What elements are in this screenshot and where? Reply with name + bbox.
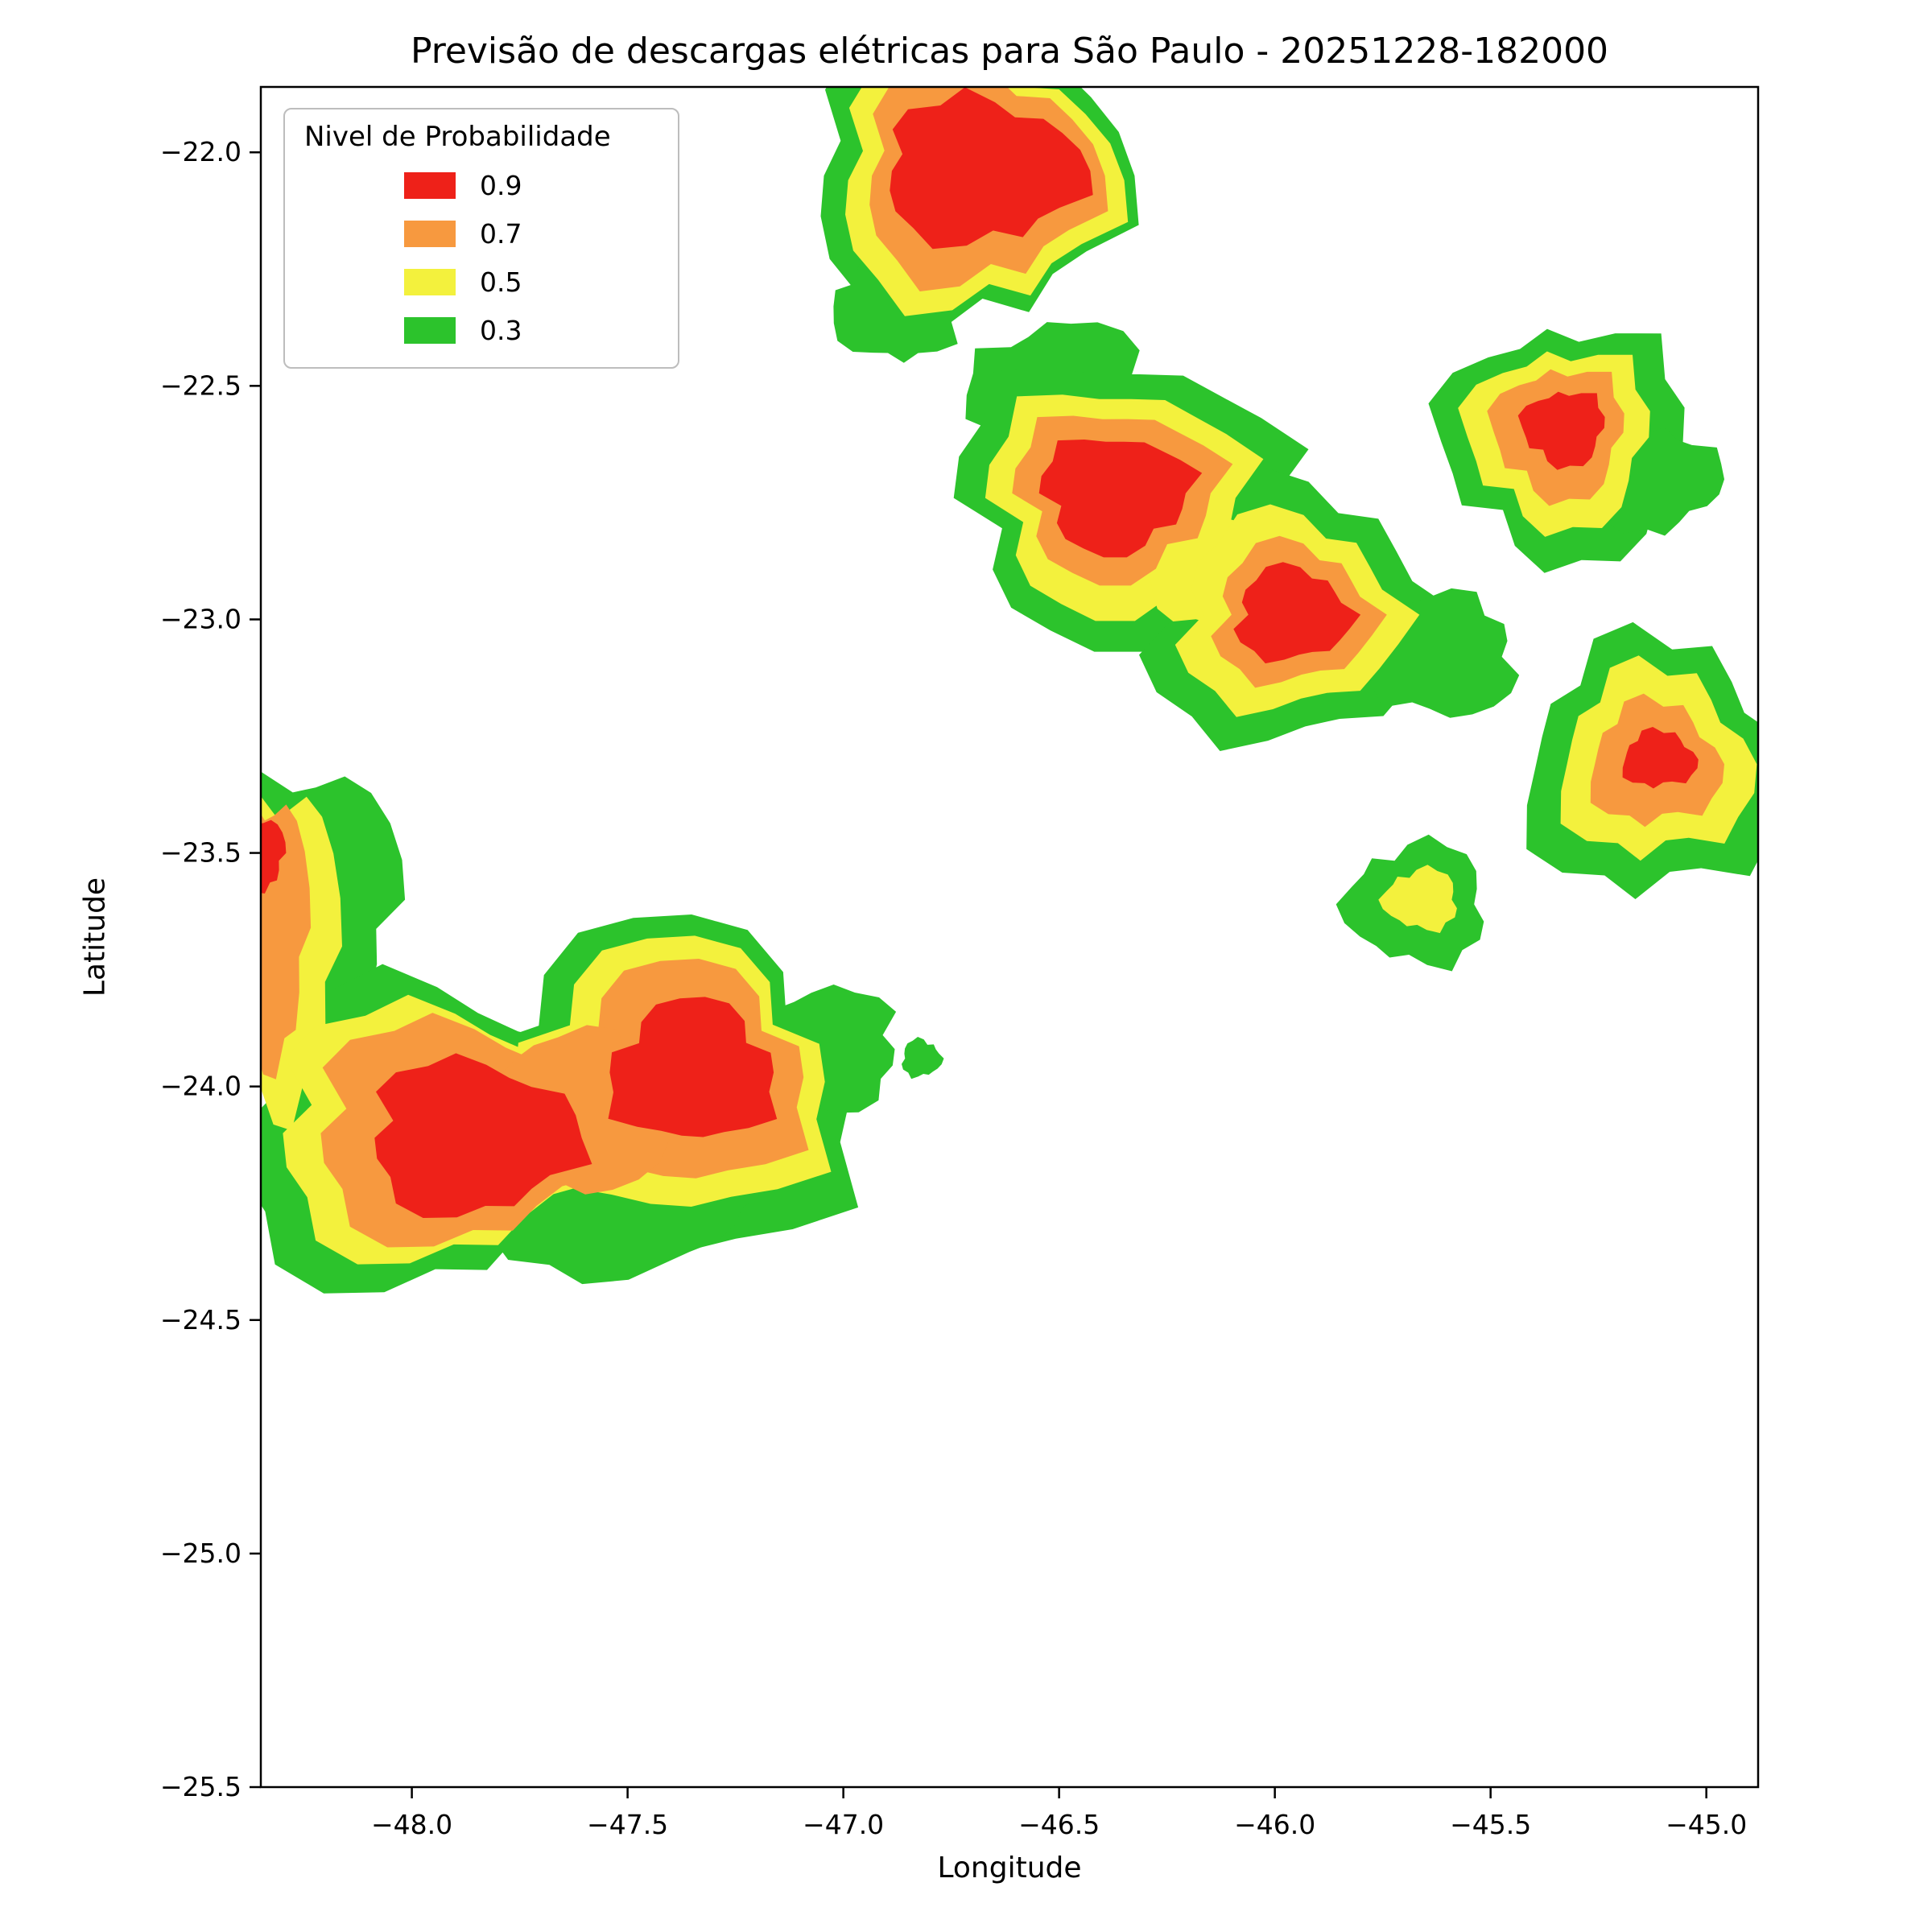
legend-swatch-0.5 (404, 268, 456, 295)
axes-border (259, 85, 1760, 1789)
contour-region-0.9 (890, 87, 1093, 250)
y-tick-label: −23.0 (160, 603, 242, 634)
legend-entry-label: 0.5 (480, 266, 522, 298)
contour-region-0.9 (374, 1053, 592, 1218)
legend-swatch-0.7 (404, 220, 456, 247)
y-tick-label: −22.5 (160, 369, 242, 401)
contour-region-0.3 (902, 1037, 944, 1080)
x-tick-label: −48.0 (371, 1809, 452, 1840)
x-tick-label: −47.0 (803, 1809, 884, 1840)
contour-layers (261, 87, 1758, 1294)
legend-entry: 0.7 (285, 209, 678, 258)
contour-region-0.9 (608, 997, 778, 1137)
x-axis-label: Longitude (937, 1852, 1082, 1885)
legend-entry-label: 0.9 (480, 169, 522, 201)
y-tick-label: −24.5 (160, 1304, 242, 1335)
legend-entry: 0.9 (285, 161, 678, 209)
chart-title: Previsão de descargas elétricas para São… (410, 31, 1609, 72)
x-tick-label: −46.5 (1018, 1809, 1100, 1840)
contour-region-0.9 (1622, 727, 1699, 789)
legend-entry: 0.3 (285, 306, 678, 354)
legend-entry-label: 0.3 (480, 314, 522, 346)
x-tick-label: −45.5 (1450, 1809, 1531, 1840)
y-tick-label: −22.0 (160, 136, 242, 167)
contour-region-0.9 (1038, 440, 1203, 558)
y-tick-label: −23.5 (160, 837, 242, 869)
legend-entry: 0.5 (285, 258, 678, 306)
contour-region-0.5 (1378, 865, 1457, 934)
legend-entry-label: 0.7 (480, 217, 522, 250)
y-tick-label: −25.5 (160, 1771, 242, 1802)
legend-entries: 0.9 0.7 0.5 0.3 (285, 161, 678, 354)
contour-region-0.9 (1233, 562, 1361, 664)
legend-title: Nivel de Probabilidade (304, 121, 611, 153)
x-tick-label: −45.0 (1666, 1809, 1747, 1840)
y-tick-label: −25.0 (160, 1538, 242, 1569)
x-tick-label: −47.5 (587, 1809, 668, 1840)
legend-swatch-0.3 (404, 316, 456, 344)
legend-swatch-0.9 (404, 171, 456, 199)
x-tick-label: −46.0 (1234, 1809, 1315, 1840)
contour-region-0.9 (1517, 391, 1605, 470)
legend: Nivel de Probabilidade 0.9 0.7 0.5 0.3 (283, 108, 679, 369)
contour-region-0.9 (261, 819, 287, 894)
y-axis-label: Latitude (78, 877, 112, 997)
y-tick-label: −24.0 (160, 1071, 242, 1102)
